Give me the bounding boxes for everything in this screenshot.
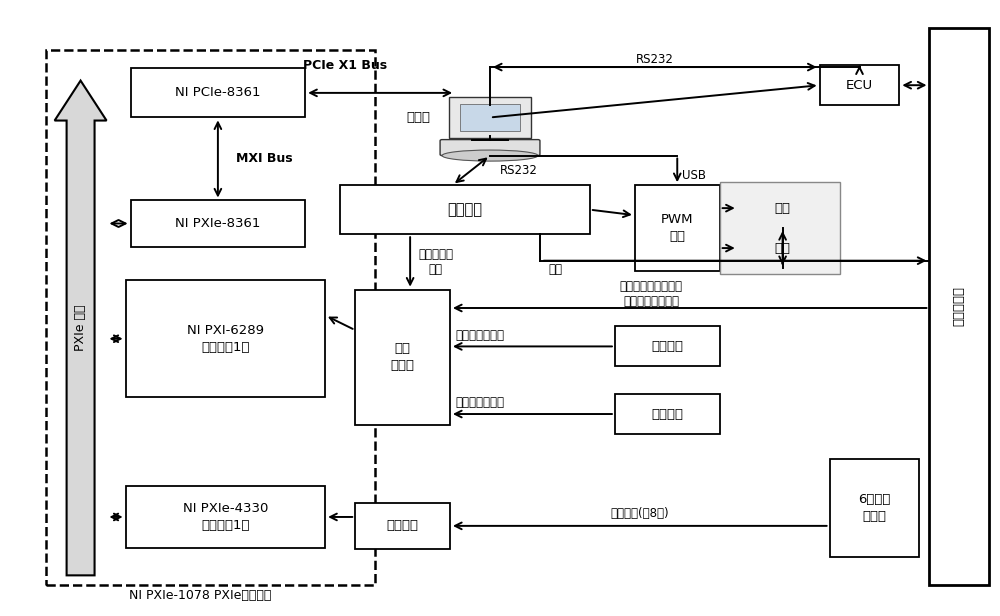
Text: 压力、温度、重力、
电压、电流等信号: 压力、温度、重力、 电压、电流等信号 xyxy=(620,280,683,309)
Text: 应变信号(共8组): 应变信号(共8组) xyxy=(610,507,669,520)
FancyBboxPatch shape xyxy=(126,486,325,548)
FancyBboxPatch shape xyxy=(738,228,828,268)
Text: 供电: 供电 xyxy=(548,264,562,277)
FancyBboxPatch shape xyxy=(340,185,590,234)
Text: PCIe X1 Bus: PCIe X1 Bus xyxy=(303,59,387,71)
Text: PWM
输出: PWM 输出 xyxy=(661,213,694,243)
Text: RS232: RS232 xyxy=(500,164,538,177)
FancyBboxPatch shape xyxy=(830,458,919,557)
FancyBboxPatch shape xyxy=(460,104,520,131)
Text: 6分量盒
式天平: 6分量盒 式天平 xyxy=(858,493,891,523)
Text: NI PXIe-1078 PXIe组合机箱: NI PXIe-1078 PXIe组合机箱 xyxy=(129,589,272,602)
Text: MXI Bus: MXI Bus xyxy=(236,152,292,166)
FancyBboxPatch shape xyxy=(440,140,540,156)
Text: ECU: ECU xyxy=(846,79,873,92)
FancyBboxPatch shape xyxy=(820,65,899,105)
Text: 舵机: 舵机 xyxy=(775,241,791,254)
Text: 一路模拟量输入: 一路模拟量输入 xyxy=(455,397,504,410)
Text: 电流、电压
信号: 电流、电压 信号 xyxy=(418,248,453,276)
Text: 舵机: 舵机 xyxy=(775,201,791,214)
FancyBboxPatch shape xyxy=(46,50,375,585)
Text: NI PXIe-4330
（数量：1）: NI PXIe-4330 （数量：1） xyxy=(183,502,268,532)
Text: NI PXIe-8361: NI PXIe-8361 xyxy=(175,217,261,230)
Text: USB: USB xyxy=(682,169,706,182)
FancyBboxPatch shape xyxy=(720,182,840,274)
Text: 试验发动机: 试验发动机 xyxy=(953,286,966,326)
FancyBboxPatch shape xyxy=(635,185,720,271)
FancyBboxPatch shape xyxy=(615,326,720,367)
FancyBboxPatch shape xyxy=(131,200,305,246)
FancyBboxPatch shape xyxy=(355,503,450,549)
Polygon shape xyxy=(55,81,107,575)
Text: RS232: RS232 xyxy=(636,53,674,66)
FancyBboxPatch shape xyxy=(131,68,305,118)
FancyBboxPatch shape xyxy=(615,394,720,434)
Text: 两路模拟量输入: 两路模拟量输入 xyxy=(455,329,504,342)
Text: 控制摇杆: 控制摇杆 xyxy=(651,340,683,353)
FancyBboxPatch shape xyxy=(355,290,450,425)
Text: 信号
调理箱: 信号 调理箱 xyxy=(391,342,415,372)
Text: NI PXI-6289
（数量：1）: NI PXI-6289 （数量：1） xyxy=(187,324,264,354)
FancyBboxPatch shape xyxy=(449,97,531,138)
FancyBboxPatch shape xyxy=(126,280,325,397)
Text: 工控机: 工控机 xyxy=(406,111,430,124)
Text: NI PCIe-8361: NI PCIe-8361 xyxy=(175,86,261,99)
FancyBboxPatch shape xyxy=(929,28,989,585)
Text: 接线端子: 接线端子 xyxy=(387,519,419,532)
Text: 供电电源: 供电电源 xyxy=(448,202,483,217)
Text: PXIe 总线: PXIe 总线 xyxy=(74,305,87,351)
Text: 油门推杆: 油门推杆 xyxy=(651,408,683,421)
Ellipse shape xyxy=(442,150,538,161)
FancyBboxPatch shape xyxy=(738,188,828,228)
